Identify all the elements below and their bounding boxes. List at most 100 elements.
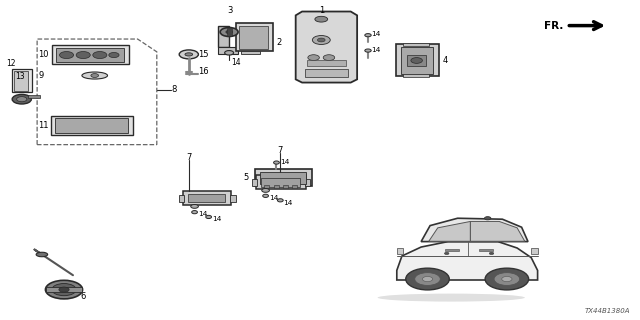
- Text: 14: 14: [284, 200, 293, 205]
- Bar: [236, 23, 273, 51]
- Ellipse shape: [315, 16, 328, 22]
- Text: 4: 4: [443, 56, 448, 65]
- Bar: [305, 179, 310, 186]
- Ellipse shape: [274, 161, 280, 164]
- Bar: [188, 194, 225, 202]
- Ellipse shape: [485, 268, 529, 290]
- Text: 7: 7: [186, 153, 191, 162]
- Ellipse shape: [262, 188, 269, 192]
- Polygon shape: [296, 12, 357, 83]
- Ellipse shape: [365, 34, 371, 37]
- Ellipse shape: [406, 268, 449, 290]
- Text: 15: 15: [198, 50, 209, 59]
- Ellipse shape: [415, 273, 440, 285]
- Bar: [260, 172, 306, 184]
- Text: 10: 10: [38, 50, 49, 59]
- Ellipse shape: [206, 215, 211, 219]
- Bar: [283, 185, 288, 188]
- Ellipse shape: [312, 36, 330, 44]
- Bar: [403, 43, 429, 46]
- Ellipse shape: [494, 273, 520, 285]
- Text: 14: 14: [371, 47, 381, 52]
- Ellipse shape: [422, 276, 433, 282]
- Ellipse shape: [192, 211, 198, 214]
- Ellipse shape: [262, 194, 269, 197]
- Bar: [255, 169, 312, 186]
- Ellipse shape: [17, 97, 27, 102]
- Ellipse shape: [52, 284, 76, 296]
- Bar: [179, 195, 184, 202]
- Polygon shape: [397, 242, 538, 280]
- Text: 7: 7: [278, 146, 283, 155]
- Bar: [445, 249, 459, 251]
- Ellipse shape: [45, 280, 83, 299]
- Ellipse shape: [411, 58, 422, 63]
- Bar: [239, 26, 268, 49]
- Ellipse shape: [308, 55, 319, 60]
- Bar: [52, 45, 129, 64]
- Ellipse shape: [378, 294, 525, 301]
- Ellipse shape: [225, 51, 234, 55]
- Ellipse shape: [12, 94, 31, 104]
- Text: TX44B1380A: TX44B1380A: [585, 308, 630, 314]
- Bar: [46, 287, 82, 292]
- Ellipse shape: [109, 52, 119, 58]
- Ellipse shape: [323, 55, 335, 60]
- Text: 11: 11: [38, 121, 49, 130]
- Text: 8: 8: [172, 85, 177, 94]
- Bar: [55, 118, 128, 133]
- Bar: [292, 185, 297, 188]
- Text: 2: 2: [276, 38, 282, 47]
- Ellipse shape: [59, 287, 69, 292]
- Text: 14: 14: [269, 195, 278, 201]
- Text: 5: 5: [243, 173, 248, 182]
- Ellipse shape: [191, 204, 198, 208]
- Bar: [252, 179, 257, 186]
- Bar: [261, 178, 300, 187]
- Text: 13: 13: [15, 72, 25, 81]
- Polygon shape: [421, 218, 528, 242]
- Text: 14: 14: [371, 31, 381, 37]
- Text: 3: 3: [228, 6, 233, 15]
- Bar: [241, 51, 260, 54]
- Text: 6: 6: [80, 292, 85, 301]
- Ellipse shape: [444, 252, 449, 255]
- Ellipse shape: [36, 252, 47, 257]
- Bar: [28, 95, 40, 98]
- Bar: [256, 175, 306, 189]
- Polygon shape: [429, 221, 470, 241]
- Bar: [396, 44, 439, 76]
- Bar: [230, 195, 236, 202]
- Bar: [56, 48, 124, 62]
- Bar: [12, 69, 32, 92]
- Bar: [479, 249, 493, 251]
- Bar: [183, 191, 231, 205]
- Ellipse shape: [76, 52, 90, 59]
- Ellipse shape: [91, 74, 99, 77]
- Ellipse shape: [82, 72, 108, 79]
- Bar: [397, 248, 403, 254]
- Ellipse shape: [278, 199, 284, 202]
- Bar: [227, 28, 232, 36]
- Ellipse shape: [185, 53, 193, 56]
- Bar: [218, 47, 238, 54]
- Bar: [307, 60, 346, 66]
- Text: 14: 14: [280, 159, 289, 164]
- Bar: [274, 185, 279, 188]
- Ellipse shape: [93, 52, 107, 59]
- Bar: [403, 74, 429, 77]
- Ellipse shape: [489, 252, 494, 255]
- Text: FR.: FR.: [544, 20, 563, 31]
- Text: 16: 16: [198, 68, 209, 76]
- Text: 9: 9: [38, 71, 44, 80]
- Text: 12: 12: [6, 60, 16, 68]
- Ellipse shape: [226, 30, 232, 34]
- Bar: [218, 26, 229, 47]
- Bar: [14, 71, 28, 91]
- Polygon shape: [470, 221, 525, 241]
- Bar: [401, 47, 433, 74]
- Ellipse shape: [484, 217, 491, 220]
- Bar: [305, 69, 348, 77]
- Ellipse shape: [502, 276, 512, 282]
- Bar: [51, 116, 133, 135]
